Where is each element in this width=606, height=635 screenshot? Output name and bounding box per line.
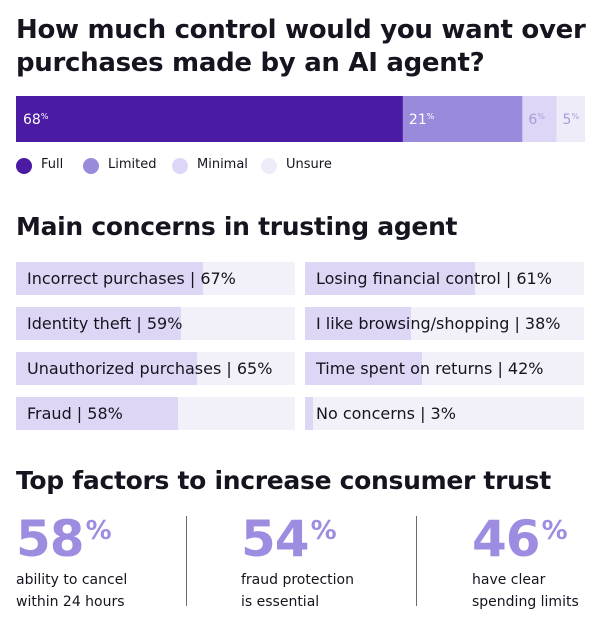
legend-swatch — [172, 158, 188, 174]
factor-divider — [416, 516, 417, 606]
factor-description-line: spending limits — [472, 594, 579, 610]
factor-description-line: fraud protection — [241, 572, 354, 588]
factor-percent-sign: % — [541, 516, 568, 546]
concern-bar: Identity theft | 59% — [16, 307, 295, 340]
factor-stat: 54 % — [241, 512, 354, 566]
factor-number: 46 — [472, 510, 541, 568]
legend-swatch — [261, 158, 277, 174]
concerns-title: Main concerns in trusting agent — [16, 212, 458, 241]
factor-description: ability to cancel within 24 hours — [16, 569, 127, 613]
legend-label: Full — [41, 157, 64, 172]
factor-stat: 46 % — [472, 512, 579, 566]
control-stacked-bar: 68% 21% 6% 5% — [16, 96, 585, 142]
factor-description: fraud protection is essential — [241, 569, 354, 613]
stack-segment-label: 6% — [528, 112, 545, 128]
concern-bar-fill — [305, 307, 412, 340]
factor-percent-sign: % — [310, 516, 337, 546]
concern-bar-fill — [16, 352, 198, 385]
factor-description: have clear spending limits — [472, 569, 579, 613]
concern-label: Incorrect purchases | 67% — [27, 269, 236, 288]
factor-description-line: within 24 hours — [16, 594, 125, 610]
concern-label: Time spent on returns | 42% — [316, 359, 544, 378]
concern-label: I like browsing/shopping | 38% — [316, 314, 561, 333]
concern-bar: Incorrect purchases | 67% — [16, 262, 295, 295]
factor-percent-sign: % — [85, 516, 112, 546]
factor-description-line: have clear — [472, 572, 546, 588]
stack-segment-full — [16, 96, 403, 142]
legend-swatch — [16, 158, 32, 174]
factor-card: 58 % ability to cancel within 24 hours — [16, 512, 127, 613]
stack-segment-label: 21% — [409, 112, 435, 128]
factor-description-line: ability to cancel — [16, 572, 128, 588]
concern-bar: Losing financial control | 61% — [305, 262, 584, 295]
concern-label: Losing financial control | 61% — [316, 269, 552, 288]
factor-card: 46 % have clear spending limits — [472, 512, 579, 613]
concern-bar: Time spent on returns | 42% — [305, 352, 584, 385]
concern-label: Fraud | 58% — [27, 404, 123, 423]
factor-description-line: is essential — [241, 594, 320, 610]
concern-bar-fill — [16, 397, 178, 430]
concern-bar-fill — [16, 307, 181, 340]
stack-segment-unsure — [556, 96, 585, 142]
concern-bar: Fraud | 58% — [16, 397, 295, 430]
legend-label: Minimal — [197, 157, 248, 172]
legend-label: Unsure — [286, 157, 332, 172]
page-title: How much control would you want over pur… — [16, 15, 586, 78]
stack-segment-limited — [402, 96, 523, 142]
factor-divider — [186, 516, 187, 606]
legend-label: Limited — [108, 157, 157, 172]
concern-bar: No concerns | 3% — [305, 397, 584, 430]
concern-label: No concerns | 3% — [316, 404, 456, 423]
factor-card: 54 % fraud protection is essential — [241, 512, 354, 613]
concern-bar-fill — [305, 262, 476, 295]
concern-label: Unauthorized purchases | 65% — [27, 359, 273, 378]
concern-bar-fill — [305, 397, 314, 430]
factor-number: 58 — [16, 510, 85, 568]
legend-swatch — [83, 158, 99, 174]
stack-segment-label: 68% — [23, 112, 49, 128]
factors-title: Top factors to increase consumer trust — [16, 466, 551, 495]
concern-bar: I like browsing/shopping | 38% — [305, 307, 584, 340]
stack-segment-minimal — [522, 96, 557, 142]
concern-bar-fill — [16, 262, 203, 295]
stack-segment-label: 5% — [563, 112, 580, 128]
factor-stat: 58 % — [16, 512, 127, 566]
factor-number: 54 — [241, 510, 310, 568]
concern-bar: Unauthorized purchases | 65% — [16, 352, 295, 385]
concern-label: Identity theft | 59% — [27, 314, 183, 333]
concern-bar-fill — [305, 352, 423, 385]
